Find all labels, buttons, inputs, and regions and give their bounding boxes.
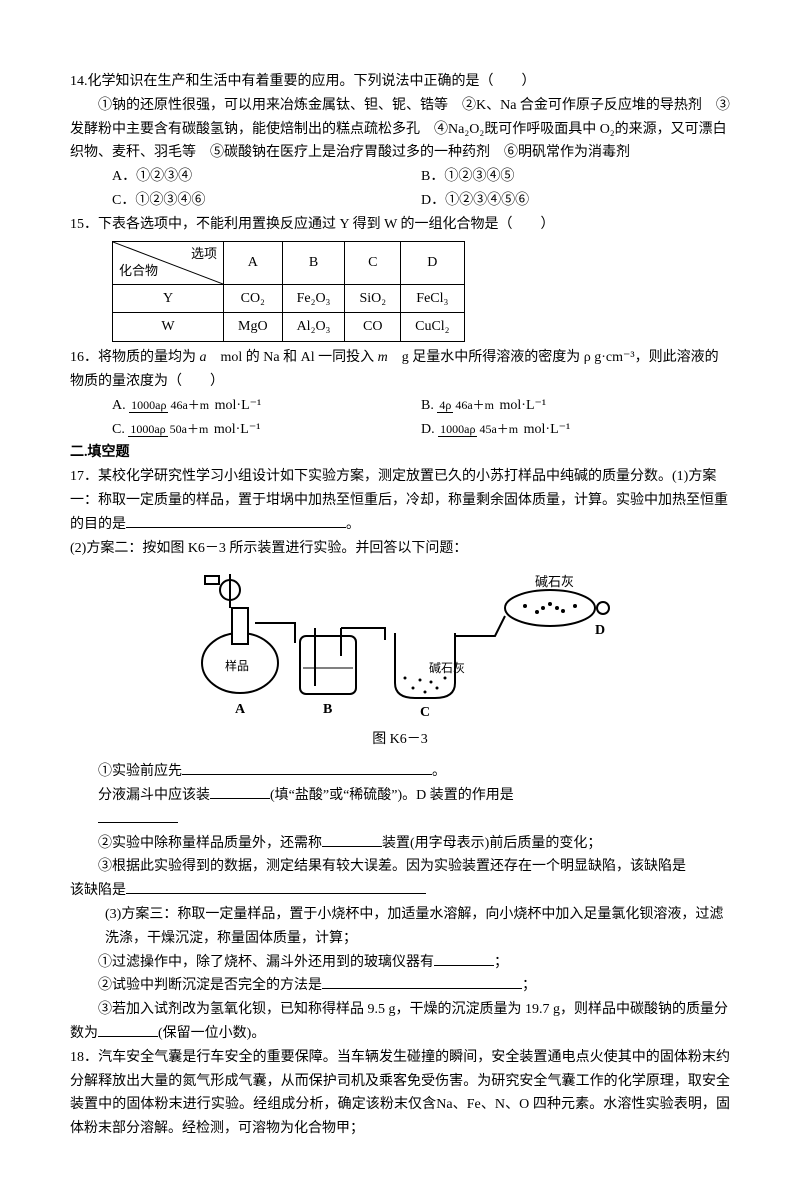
table-row: Y CO₂ Fe₂O₃ SiO₂ FeCl₃: [113, 284, 465, 313]
q17-t2: ②试验中判断沉淀是否完全的方法是；: [70, 974, 730, 998]
q14: 14.化学知识在生产和生活中有着重要的应用。下列说法中正确的是（ ） ①钠的还原…: [70, 70, 730, 213]
q15-stem: 15．下表各选项中，不能利用置换反应通过 Y 得到 W 的一组化合物是（ ）: [70, 213, 730, 237]
fraction: 4ρ46a＋m: [437, 399, 496, 412]
q15: 15．下表各选项中，不能利用置换反应通过 Y 得到 W 的一组化合物是（ ） 选…: [70, 213, 730, 342]
blank[interactable]: [434, 951, 494, 966]
q16-a: 16．将物质的量均为: [70, 350, 200, 365]
q16-optC: C. 1000aρ50a＋m mol·L⁻¹: [112, 418, 421, 442]
blank[interactable]: [182, 760, 432, 775]
diag-top: 选项: [191, 243, 217, 265]
blank[interactable]: [126, 513, 346, 528]
cell: SiO₂: [345, 284, 401, 313]
q17-p1: 17．某校化学研究性学习小组设计如下实验方案，测定放置已久的小苏打样品中纯碱的质…: [70, 465, 730, 536]
q17-plan3: (3)方案三：称取一定量样品，置于小烧杯中，加适量水溶解，向小烧杯中加入足量氯化…: [70, 903, 730, 951]
diag-bot: 化合物: [119, 260, 158, 282]
q17-s3: ③根据此实验得到的数据，测定结果有较大误差。因为实验装置还存在一个明显缺陷，该缺…: [70, 855, 730, 903]
q15-table: 选项 化合物 A B C D Y CO₂ Fe₂O₃ SiO₂ FeCl₃ W …: [112, 241, 465, 343]
cell: Fe₂O₃: [282, 284, 345, 313]
q17-s1b: 分液漏斗中应该装(填“盐酸”或“稀硫酸”)。D 装置的作用是: [70, 784, 730, 808]
blank[interactable]: [210, 784, 270, 799]
fraction: 1000aρ45a＋m: [438, 423, 520, 436]
q17: 17．某校化学研究性学习小组设计如下实验方案，测定放置已久的小苏打样品中纯碱的质…: [70, 465, 730, 1046]
table-row: W MgO Al₂O₃ CO CuCl₂: [113, 313, 465, 342]
col-A: A: [224, 241, 283, 284]
cell: MgO: [224, 313, 283, 342]
q16-options: A. 1000aρ46a＋m mol·L⁻¹ B. 4ρ46a＋m mol·L⁻…: [70, 394, 730, 442]
label-B: B: [323, 702, 332, 717]
q16-optD: D. 1000aρ45a＋m mol·L⁻¹: [421, 418, 730, 442]
blank[interactable]: [322, 974, 522, 989]
q17-p2: (2)方案二：按如图 K6－3 所示装置进行实验。并回答以下问题：: [70, 537, 730, 561]
q14-optB: B．①②③④⑤: [421, 165, 730, 189]
cell: CO₂: [224, 284, 283, 313]
blank[interactable]: [322, 832, 382, 847]
q14-optC: C．①②③④⑥: [112, 189, 421, 213]
var-m: m: [378, 350, 388, 365]
var-a: a: [200, 350, 207, 365]
q18: 18．汽车安全气囊是行车安全的重要保障。当车辆发生碰撞的瞬间，安全装置通电点火使…: [70, 1046, 730, 1141]
diag-cell: 选项 化合物: [113, 241, 224, 284]
cell: FeCl₃: [401, 284, 464, 313]
fraction: 1000aρ46a＋m: [129, 399, 211, 412]
q14-stem: 14.化学知识在生产和生活中有着重要的应用。下列说法中正确的是（ ）: [70, 70, 730, 94]
cell: Y: [113, 284, 224, 313]
cell: Al₂O₃: [282, 313, 345, 342]
q16-optA: A. 1000aρ46a＋m mol·L⁻¹: [112, 394, 421, 418]
q16-b: mol 的 Na 和 Al 一同投入: [207, 350, 378, 365]
q14-options: A．①②③④ B．①②③④⑤ C．①②③④⑥ D．①②③④⑤⑥: [70, 165, 730, 213]
q17-s1a: ①实验前应先。: [70, 760, 730, 784]
col-C: C: [345, 241, 401, 284]
q17-t1: ①过滤操作中，除了烧杯、漏斗外还用到的玻璃仪器有；: [70, 951, 730, 975]
label-A: A: [235, 702, 246, 717]
q14-optA: A．①②③④: [112, 165, 421, 189]
section-2-title: 二.填空题: [70, 441, 730, 465]
blank[interactable]: [98, 808, 178, 823]
blank-line-1: [70, 808, 730, 832]
cell: W: [113, 313, 224, 342]
q17-t3: ③若加入试剂改为氢氧化钡，已知称得样品 9.5 g，干燥的沉淀质量为 19.7 …: [70, 998, 730, 1046]
fraction: 1000aρ50a＋m: [128, 423, 210, 436]
label-lime1: 碱石灰: [429, 661, 465, 675]
cell: CO: [345, 313, 401, 342]
q14-body: ①钠的还原性很强，可以用来冶炼金属钛、钽、铌、锆等 ②K、Na 合金可作原子反应…: [70, 94, 730, 165]
label-sample: 样品: [225, 658, 249, 673]
blank[interactable]: [126, 879, 426, 894]
figure-caption: 图 K6－3: [70, 728, 730, 752]
q16-optB: B. 4ρ46a＋m mol·L⁻¹: [421, 394, 730, 418]
apparatus-diagram-icon: 样品 A B 碱石灰 C 碱石灰 D: [185, 568, 615, 728]
col-D: D: [401, 241, 464, 284]
label-lime2: 碱石灰: [535, 574, 574, 589]
q17-s2: ②实验中除称量样品质量外，还需称装置(用字母表示)前后质量的变化；: [70, 832, 730, 856]
cell: CuCl₂: [401, 313, 464, 342]
label-C: C: [420, 705, 430, 720]
blank[interactable]: [98, 1022, 158, 1037]
label-D: D: [595, 623, 605, 638]
figure-k6-3: 样品 A B 碱石灰 C 碱石灰 D 图 K: [70, 568, 730, 752]
col-B: B: [282, 241, 345, 284]
table-row: 选项 化合物 A B C D: [113, 241, 465, 284]
q14-optD: D．①②③④⑤⑥: [421, 189, 730, 213]
q16: 16．将物质的量均为 a mol 的 Na 和 Al 一同投入 m g 足量水中…: [70, 346, 730, 441]
